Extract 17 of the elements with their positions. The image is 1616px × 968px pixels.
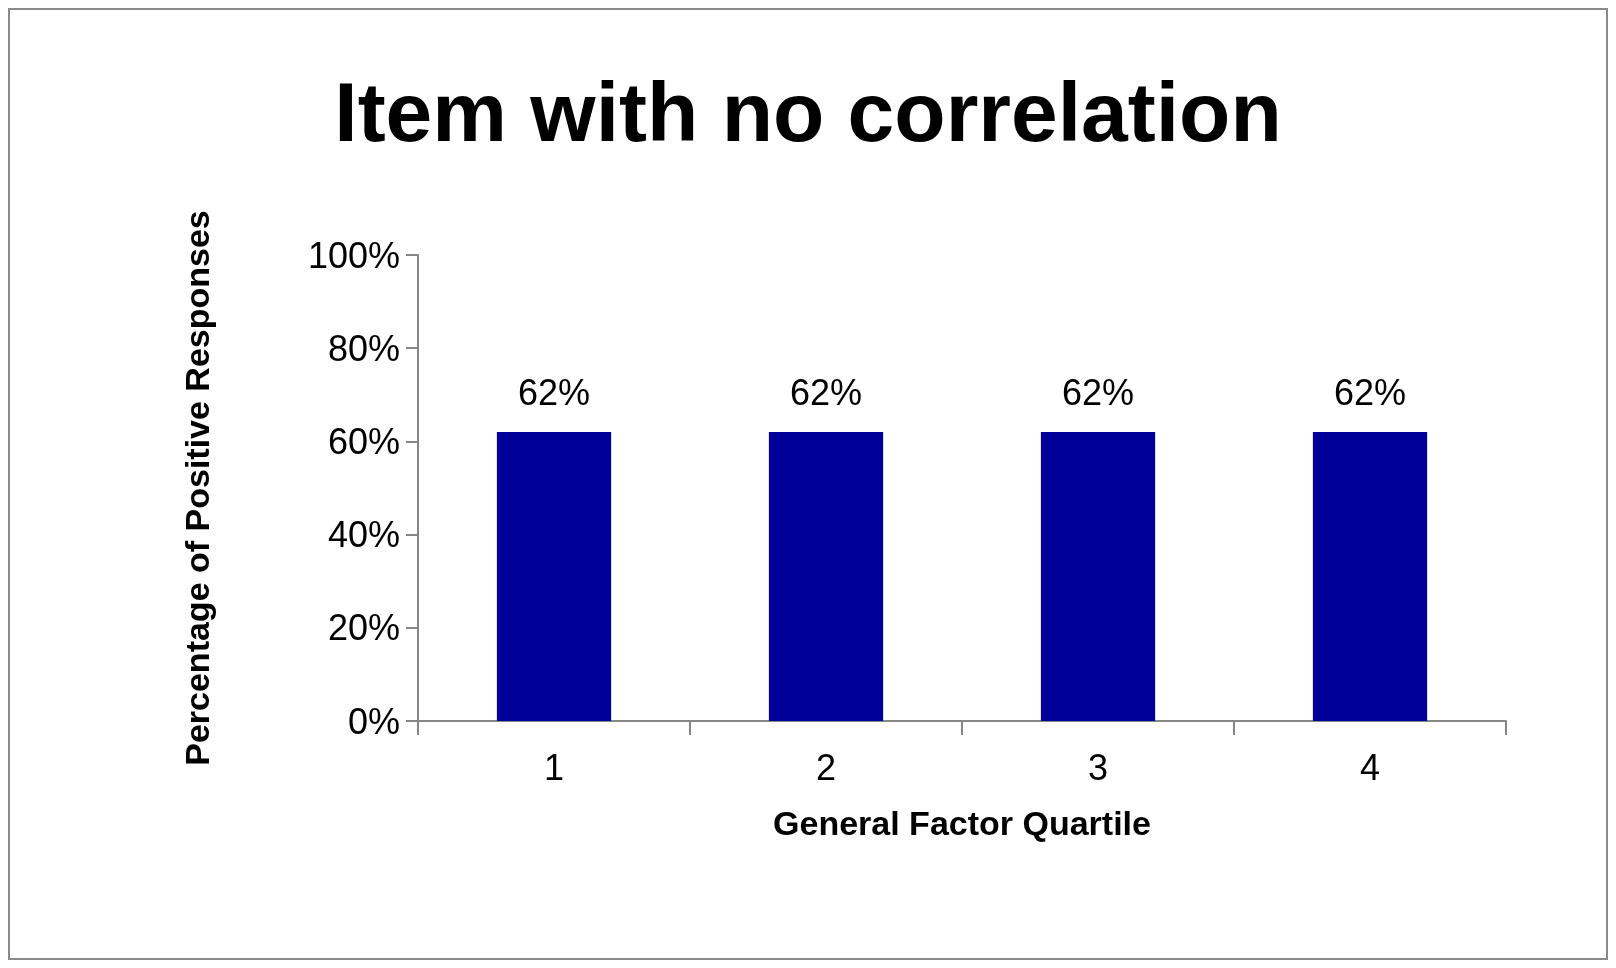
x-tick-label: 1 xyxy=(543,746,565,788)
x-axis-title: General Factor Quartile xyxy=(773,804,1151,842)
x-tick-label: 3 xyxy=(1087,746,1109,788)
y-tick-label: 100% xyxy=(307,234,400,276)
y-tick-label: 20% xyxy=(327,607,400,649)
data-label: 62% xyxy=(1061,371,1135,413)
y-tick-label: 0% xyxy=(347,700,400,742)
y-tick-label: 40% xyxy=(327,514,400,556)
data-label: 62% xyxy=(517,371,591,413)
y-axis-title: Percentage of Positive Responses xyxy=(178,210,216,766)
x-tick-label: 4 xyxy=(1359,746,1381,788)
x-tick-label: 2 xyxy=(815,746,837,788)
y-tick-label: 80% xyxy=(327,327,400,369)
y-tick-label: 60% xyxy=(327,420,400,462)
data-label: 62% xyxy=(789,371,863,413)
chart-title: Item with no correlation xyxy=(334,65,1282,159)
data-label: 62% xyxy=(1333,371,1407,413)
